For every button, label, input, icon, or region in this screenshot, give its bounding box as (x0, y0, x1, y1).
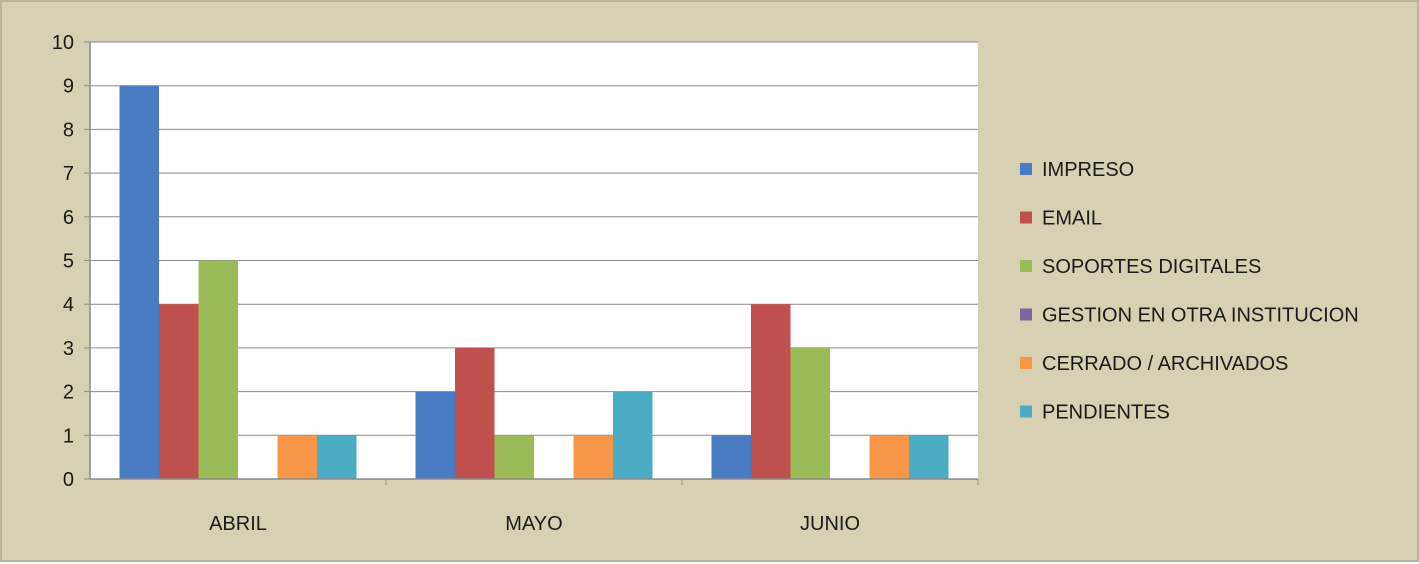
legend-swatch (1020, 405, 1032, 418)
y-tick-label: 5 (63, 251, 74, 273)
legend-label: GESTION EN OTRA INSTITUCION (1042, 305, 1359, 327)
legend-label: CERRADO / ARCHIVADOS (1042, 353, 1288, 375)
bar (790, 347, 830, 479)
bar (198, 260, 238, 479)
bar (455, 347, 495, 479)
x-category-label: ABRIL (209, 513, 267, 535)
y-tick-label: 3 (63, 338, 74, 360)
y-tick-label: 6 (63, 207, 74, 229)
bar (909, 435, 949, 479)
axes (84, 41, 979, 485)
y-tick-label: 2 (63, 382, 74, 404)
legend-swatch (1020, 163, 1032, 175)
y-tick-label: 9 (63, 76, 74, 98)
legend-swatch (1020, 260, 1032, 272)
legend: IMPRESO EMAIL SOPORTES DIGITALES GESTION EN… (1020, 159, 1359, 424)
legend-swatch (1020, 357, 1032, 369)
x-category-label: MAYO (505, 513, 562, 535)
bar (119, 85, 159, 479)
bar (751, 304, 791, 479)
legend-label: EMAIL (1042, 208, 1102, 230)
bar (317, 435, 357, 479)
y-tick-label: 10 (52, 32, 74, 54)
x-category-label: JUNIO (800, 513, 860, 535)
y-tick-label: 4 (63, 294, 74, 316)
y-tick-label: 7 (63, 163, 74, 185)
legend-swatch (1020, 211, 1032, 224)
x-category-labels: ABRIL MAYO JUNIO (209, 513, 860, 535)
bar (613, 391, 653, 479)
bar (159, 304, 199, 479)
bar (869, 435, 909, 479)
bars (119, 85, 949, 479)
y-tick-label: 8 (63, 119, 74, 141)
y-tick-label: 0 (63, 469, 74, 491)
bar (277, 435, 317, 479)
legend-swatch (1020, 308, 1032, 321)
bar (494, 435, 534, 479)
y-tick-labels: 0 1 2 3 4 5 6 7 8 9 10 (52, 32, 74, 491)
y-tick-label: 1 (63, 425, 74, 447)
bar (415, 391, 455, 479)
bar (573, 435, 613, 479)
legend-label: SOPORTES DIGITALES (1042, 256, 1261, 278)
bar (711, 435, 751, 479)
legend-label: IMPRESO (1042, 159, 1134, 181)
legend-label: PENDIENTES (1042, 402, 1170, 424)
